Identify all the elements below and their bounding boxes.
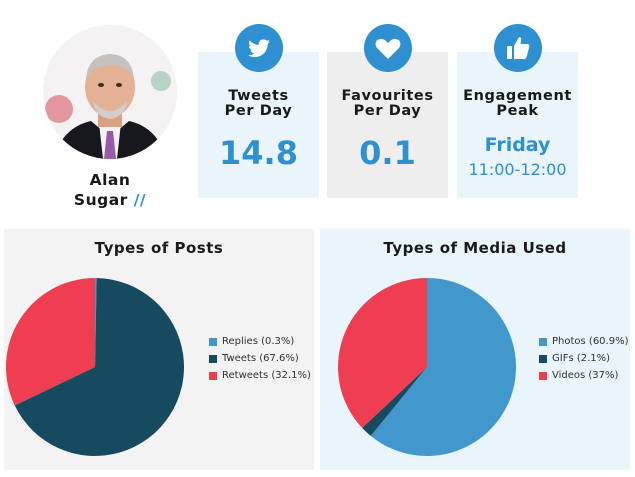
legend-label: Retweets (32.1%) xyxy=(222,370,311,381)
chart-title: Types of Media Used xyxy=(383,239,567,257)
pie-slice-videos xyxy=(338,278,427,428)
profile-card: Alan Sugar // xyxy=(35,25,185,210)
stat-label: Tweets Per Day xyxy=(224,88,293,119)
pie-slice-tweets xyxy=(14,278,185,457)
legend-swatch xyxy=(539,371,547,380)
legend-swatch xyxy=(539,354,547,363)
stat-label: Engagement Peak xyxy=(463,88,572,119)
pie-slice-replies xyxy=(95,278,97,367)
legend-label: Replies (0.3%) xyxy=(222,336,295,347)
pie-slice-gifs xyxy=(362,367,427,436)
pie-slice-retweets xyxy=(5,278,95,406)
legend-item-videos: Videos (37%) xyxy=(539,367,628,384)
legend-item-gifs: GIFs (2.1%) xyxy=(539,350,628,367)
legend-label: Videos (37%) xyxy=(552,370,619,381)
peak-day: Friday xyxy=(484,134,551,156)
panel-types-of-media: Types of Media Used Photos (60.9%) GIFs (… xyxy=(320,229,630,470)
legend-swatch xyxy=(539,337,547,346)
pie-chart-media xyxy=(338,278,516,456)
legend-item-replies: Replies (0.3%) xyxy=(209,333,311,350)
stat-favourites-per-day: Favourites Per Day 0.1 xyxy=(327,24,448,198)
legend-label: Tweets (67.6%) xyxy=(222,353,299,364)
profile-name: Alan Sugar // xyxy=(35,170,185,210)
profile-first-name: Alan xyxy=(89,171,131,189)
stat-value: 14.8 xyxy=(219,134,298,172)
pie-slice-photos xyxy=(370,278,516,456)
avatar-portrait xyxy=(43,25,177,159)
stat-engagement-peak: Engagement Peak Friday 11:00-12:00 xyxy=(457,24,578,198)
legend-label: GIFs (2.1%) xyxy=(552,353,611,364)
legend-posts: Replies (0.3%) Tweets (67.6%) Retweets (32… xyxy=(209,333,311,384)
legend-label: Photos (60.9%) xyxy=(552,336,629,347)
legend-swatch xyxy=(209,337,217,346)
legend-item-tweets: Tweets (67.6%) xyxy=(209,350,311,367)
legend-item-photos: Photos (60.9%) xyxy=(539,333,628,350)
pie-chart-posts xyxy=(5,278,185,457)
thumbs-up-icon xyxy=(493,24,542,72)
stat-tweets-per-day: Tweets Per Day 14.8 xyxy=(198,24,319,198)
panel-types-of-posts: Types of Posts Replies (0.3%) Tweets (67.… xyxy=(4,229,314,470)
peak-time: 11:00-12:00 xyxy=(468,160,567,179)
profile-last-name: Sugar xyxy=(73,191,128,209)
avatar xyxy=(43,25,177,159)
legend-media: Photos (60.9%) GIFs (2.1%) Videos (37%) xyxy=(539,333,628,384)
legend-item-retweets: Retweets (32.1%) xyxy=(209,367,311,384)
legend-swatch xyxy=(209,371,217,380)
legend-swatch xyxy=(209,354,217,363)
heart-icon xyxy=(363,24,412,72)
stat-value: 0.1 xyxy=(359,134,416,172)
stat-label: Favourites Per Day xyxy=(341,88,434,119)
name-slash-decoration: // xyxy=(133,191,147,209)
chart-title: Types of Posts xyxy=(94,239,224,257)
twitter-bird-icon xyxy=(234,24,283,72)
